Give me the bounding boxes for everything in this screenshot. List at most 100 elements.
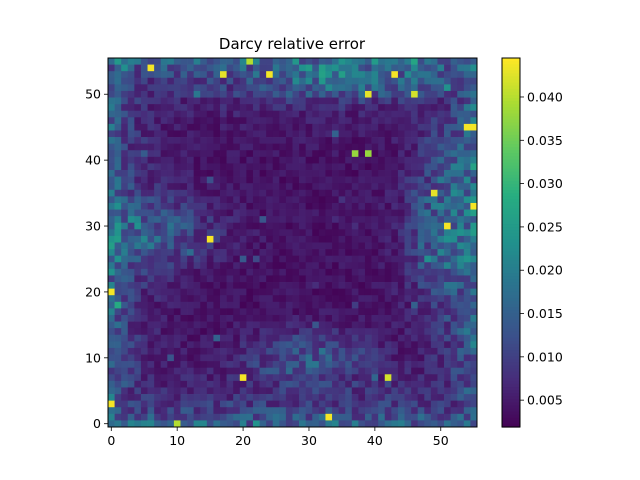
- heatmap-cell: [312, 308, 320, 316]
- heatmap-cell: [200, 130, 208, 138]
- heatmap-cell: [444, 282, 451, 289]
- heatmap-cell: [200, 90, 208, 98]
- heatmap-cell: [411, 170, 419, 177]
- heatmap-cell: [127, 130, 135, 138]
- heatmap-cell: [279, 374, 287, 382]
- heatmap-cell: [292, 328, 300, 336]
- heatmap-cell: [160, 262, 168, 270]
- heatmap-cell: [391, 196, 399, 204]
- heatmap-cell: [424, 97, 432, 105]
- heatmap-cell: [351, 196, 359, 204]
- heatmap-cell: [233, 407, 241, 415]
- heatmap-cell: [187, 282, 195, 289]
- heatmap-cell: [371, 288, 379, 296]
- heatmap-cell: [180, 110, 188, 118]
- heatmap-cell: [154, 341, 162, 349]
- heatmap-cell: [358, 90, 366, 98]
- heatmap-cell: [108, 229, 115, 237]
- heatmap-cell: [285, 334, 293, 342]
- heatmap-cell: [292, 249, 300, 257]
- heatmap-cell: [305, 189, 313, 197]
- heatmap-cell: [285, 110, 293, 118]
- heatmap-cell: [134, 361, 142, 369]
- heatmap-cell: [444, 130, 451, 138]
- heatmap-cell: [140, 156, 148, 164]
- heatmap-cell: [384, 314, 392, 322]
- heatmap-cell: [450, 77, 458, 85]
- heatmap-cell: [338, 170, 346, 177]
- heatmap-cell: [345, 222, 353, 230]
- heatmap-cell: [233, 374, 241, 382]
- heatmap-cell: [424, 176, 432, 184]
- heatmap-cell: [424, 328, 432, 336]
- heatmap-cell: [397, 262, 405, 270]
- heatmap-cell: [417, 117, 425, 125]
- heatmap-cell: [160, 288, 168, 296]
- heatmap-cell: [292, 380, 300, 388]
- heatmap-cell: [127, 123, 135, 131]
- heatmap-cell: [384, 301, 392, 309]
- heatmap-cell: [266, 71, 274, 79]
- heatmap-cell: [140, 262, 148, 270]
- heatmap-cell: [259, 400, 267, 408]
- heatmap-cell: [305, 413, 313, 421]
- heatmap-cell: [391, 150, 399, 158]
- heatmap-cell: [378, 110, 386, 118]
- heatmap-cell: [233, 413, 241, 421]
- heatmap-cell: [358, 387, 366, 395]
- heatmap-cell: [299, 71, 307, 79]
- heatmap-cell: [147, 380, 155, 388]
- heatmap-cell: [312, 189, 320, 197]
- heatmap-cell: [345, 117, 353, 125]
- heatmap-cell: [404, 321, 412, 329]
- heatmap-cell: [239, 137, 247, 145]
- heatmap-cell: [114, 110, 122, 118]
- heatmap-cell: [180, 374, 188, 382]
- heatmap-cell: [187, 308, 195, 316]
- heatmap-cell: [226, 255, 234, 263]
- heatmap-cell: [404, 334, 412, 342]
- heatmap-cell: [450, 71, 458, 79]
- heatmap-cell: [463, 176, 471, 184]
- heatmap-cell: [160, 143, 168, 151]
- heatmap-cell: [180, 202, 188, 210]
- heatmap-cell: [417, 249, 425, 257]
- heatmap-cell: [404, 341, 412, 349]
- heatmap-cell: [180, 229, 188, 237]
- heatmap-cell: [252, 110, 260, 118]
- heatmap-cell: [424, 209, 432, 217]
- colorbar-segment: [502, 276, 520, 280]
- heatmap-cell: [358, 222, 366, 230]
- heatmap-cell: [338, 77, 346, 85]
- heatmap-cell: [134, 288, 142, 296]
- heatmap-cell: [292, 242, 300, 250]
- heatmap-cell: [358, 420, 366, 428]
- heatmap-cell: [437, 394, 445, 401]
- heatmap-cell: [200, 268, 208, 276]
- heatmap-cell: [424, 301, 432, 309]
- colorbar-segment: [502, 371, 520, 376]
- heatmap-cell: [259, 288, 267, 296]
- heatmap-cell: [411, 380, 419, 388]
- heatmap-cell: [299, 268, 307, 276]
- heatmap-cell: [140, 163, 148, 171]
- heatmap-cell: [167, 308, 175, 316]
- heatmap-cell: [325, 249, 333, 257]
- heatmap-cell: [285, 150, 293, 158]
- heatmap-cell: [305, 334, 313, 342]
- heatmap-cell: [108, 301, 115, 309]
- heatmap-cell: [332, 367, 339, 375]
- heatmap-cell: [226, 110, 234, 118]
- heatmap-cell: [305, 104, 313, 112]
- heatmap-cell: [305, 97, 313, 105]
- heatmap-cell: [134, 216, 142, 224]
- heatmap-cell: [345, 150, 353, 158]
- heatmap-cell: [213, 123, 221, 131]
- heatmap-cell: [259, 295, 267, 303]
- heatmap-cell: [252, 347, 260, 355]
- heatmap-cell: [140, 196, 148, 204]
- heatmap-cell: [160, 255, 168, 263]
- heatmap-cell: [285, 202, 293, 210]
- heatmap-cell: [417, 110, 425, 118]
